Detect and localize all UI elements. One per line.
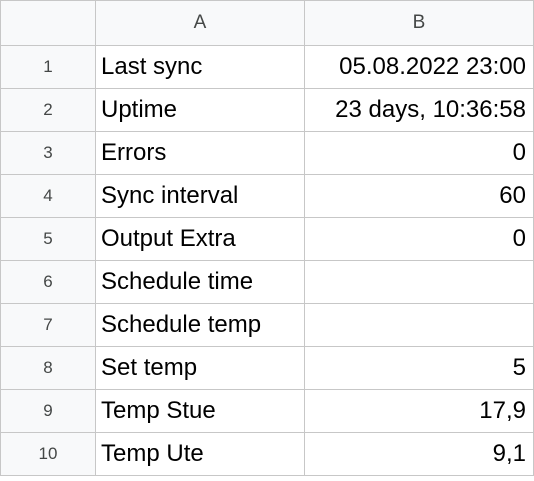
row-header[interactable]: 8 bbox=[0, 346, 96, 390]
cell-b8[interactable]: 5 bbox=[304, 346, 534, 390]
column-header-a[interactable]: A bbox=[95, 0, 305, 46]
cell-a5[interactable]: Output Extra bbox=[95, 217, 305, 261]
cell-b6[interactable] bbox=[304, 260, 534, 304]
table-row: 1 Last sync 05.08.2022 23:00 bbox=[0, 45, 534, 89]
cell-b4[interactable]: 60 bbox=[304, 174, 534, 218]
table-row: 7 Schedule temp bbox=[0, 303, 534, 347]
cell-a1[interactable]: Last sync bbox=[95, 45, 305, 89]
cell-b9[interactable]: 17,9 bbox=[304, 389, 534, 433]
table-row: 5 Output Extra 0 bbox=[0, 217, 534, 261]
cell-b1[interactable]: 05.08.2022 23:00 bbox=[304, 45, 534, 89]
column-header-b[interactable]: B bbox=[304, 0, 534, 46]
row-header[interactable]: 4 bbox=[0, 174, 96, 218]
table-row: 9 Temp Stue 17,9 bbox=[0, 389, 534, 433]
cell-b5[interactable]: 0 bbox=[304, 217, 534, 261]
column-header-row: A B bbox=[0, 0, 534, 46]
cell-a6[interactable]: Schedule time bbox=[95, 260, 305, 304]
row-header[interactable]: 7 bbox=[0, 303, 96, 347]
cell-b10[interactable]: 9,1 bbox=[304, 432, 534, 476]
cell-b3[interactable]: 0 bbox=[304, 131, 534, 175]
table-row: 8 Set temp 5 bbox=[0, 346, 534, 390]
table-row: 10 Temp Ute 9,1 bbox=[0, 432, 534, 476]
row-header[interactable]: 3 bbox=[0, 131, 96, 175]
cell-a4[interactable]: Sync interval bbox=[95, 174, 305, 218]
row-header[interactable]: 9 bbox=[0, 389, 96, 433]
cell-a7[interactable]: Schedule temp bbox=[95, 303, 305, 347]
table-row: 4 Sync interval 60 bbox=[0, 174, 534, 218]
table-row: 2 Uptime 23 days, 10:36:58 bbox=[0, 88, 534, 132]
row-header[interactable]: 10 bbox=[0, 432, 96, 476]
cell-a9[interactable]: Temp Stue bbox=[95, 389, 305, 433]
cell-a2[interactable]: Uptime bbox=[95, 88, 305, 132]
cell-a10[interactable]: Temp Ute bbox=[95, 432, 305, 476]
row-header[interactable]: 1 bbox=[0, 45, 96, 89]
table-row: 3 Errors 0 bbox=[0, 131, 534, 175]
cell-b2[interactable]: 23 days, 10:36:58 bbox=[304, 88, 534, 132]
table-row: 6 Schedule time bbox=[0, 260, 534, 304]
row-header[interactable]: 2 bbox=[0, 88, 96, 132]
row-header[interactable]: 6 bbox=[0, 260, 96, 304]
cell-a8[interactable]: Set temp bbox=[95, 346, 305, 390]
cell-b7[interactable] bbox=[304, 303, 534, 347]
row-header[interactable]: 5 bbox=[0, 217, 96, 261]
cell-a3[interactable]: Errors bbox=[95, 131, 305, 175]
select-all-corner[interactable] bbox=[0, 0, 96, 46]
